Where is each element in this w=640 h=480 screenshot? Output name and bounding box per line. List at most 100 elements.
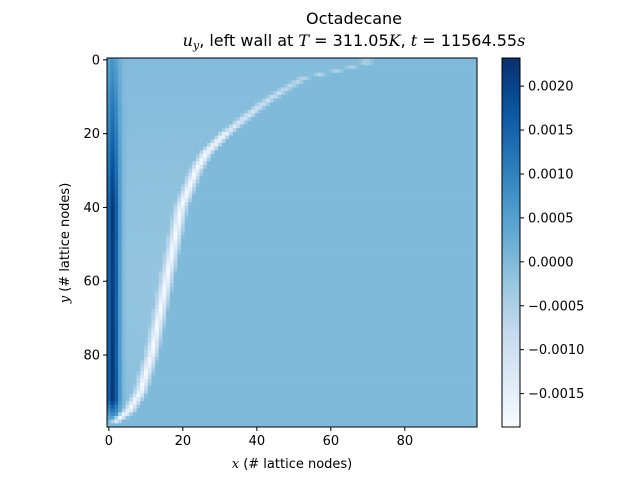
heatmap-cell xyxy=(121,80,126,85)
heatmap-cell xyxy=(340,227,345,232)
heatmap-cell xyxy=(177,94,182,99)
heatmap-cell xyxy=(473,65,478,70)
heatmap-cell xyxy=(292,61,297,66)
heatmap-cell xyxy=(166,205,171,210)
heatmap-cell xyxy=(218,65,223,70)
heatmap-cell xyxy=(458,153,463,159)
heatmap-cell xyxy=(240,212,245,218)
heatmap-cell xyxy=(336,139,341,144)
heatmap-cell xyxy=(417,69,422,74)
heatmap-cell xyxy=(391,183,396,188)
heatmap-cell xyxy=(129,216,134,221)
heatmap-cell xyxy=(155,76,160,81)
heatmap-cell xyxy=(303,231,308,236)
heatmap-cell xyxy=(214,224,219,229)
heatmap-cell xyxy=(173,157,178,162)
heatmap-cell xyxy=(469,227,474,232)
heatmap-cell xyxy=(314,120,319,125)
heatmap-cell xyxy=(155,120,160,125)
heatmap-cell xyxy=(151,58,156,63)
heatmap-cell xyxy=(162,209,167,214)
heatmap-cell xyxy=(125,150,130,155)
heatmap-cell xyxy=(251,128,256,133)
heatmap-cell xyxy=(195,176,200,181)
heatmap-cell xyxy=(317,205,322,210)
heatmap-cell xyxy=(432,183,437,188)
heatmap-cell xyxy=(451,135,456,140)
heatmap-cell xyxy=(262,65,267,70)
heatmap-cell xyxy=(314,172,319,177)
heatmap-cell xyxy=(262,109,267,114)
heatmap-cell xyxy=(273,120,278,125)
heatmap-cell xyxy=(232,76,237,81)
heatmap-cell xyxy=(192,183,197,188)
heatmap-cell xyxy=(251,109,256,114)
heatmap-cell xyxy=(158,80,163,85)
heatmap-cell xyxy=(340,153,345,159)
heatmap-cell xyxy=(218,102,223,107)
heatmap-cell xyxy=(403,183,408,188)
heatmap-cell xyxy=(451,146,456,151)
heatmap-cell xyxy=(199,231,204,236)
heatmap-cell xyxy=(110,153,115,159)
heatmap-cell xyxy=(399,83,404,88)
heatmap-cell xyxy=(310,65,315,70)
heatmap-cell xyxy=(329,205,334,210)
heatmap-cell xyxy=(406,128,411,133)
heatmap-cell xyxy=(340,194,345,199)
heatmap-cell xyxy=(380,179,385,184)
heatmap-cell xyxy=(454,194,459,199)
heatmap-cell xyxy=(243,183,248,188)
heatmap-cell xyxy=(310,153,315,159)
heatmap-cell xyxy=(314,168,319,173)
heatmap-cell xyxy=(340,205,345,210)
heatmap-cell xyxy=(125,61,130,66)
heatmap-cell xyxy=(388,72,393,77)
heatmap-cell xyxy=(232,83,237,88)
heatmap-cell xyxy=(136,69,141,74)
heatmap-cell xyxy=(225,65,230,70)
heatmap-cell xyxy=(181,87,186,92)
heatmap-cell xyxy=(391,220,396,225)
heatmap-cell xyxy=(169,94,174,99)
heatmap-cell xyxy=(258,146,263,151)
heatmap-cell xyxy=(358,94,363,99)
heatmap-cell xyxy=(362,179,367,184)
heatmap-cell xyxy=(269,98,274,103)
heatmap-cell xyxy=(266,69,271,74)
heatmap-cell xyxy=(380,205,385,210)
heatmap-cell xyxy=(343,161,348,166)
heatmap-cell xyxy=(199,131,204,136)
heatmap-cell xyxy=(451,87,456,92)
heatmap-cell xyxy=(258,179,263,184)
heatmap-cell xyxy=(321,117,326,122)
heatmap-cell xyxy=(417,183,422,188)
heatmap-cell xyxy=(214,94,219,99)
heatmap-cell xyxy=(321,165,326,170)
heatmap-cell xyxy=(121,198,126,203)
heatmap-cell xyxy=(177,153,182,159)
heatmap-cell xyxy=(377,224,382,229)
heatmap-cell xyxy=(425,157,430,162)
heatmap-cell xyxy=(299,153,304,159)
heatmap-cell xyxy=(436,201,441,206)
heatmap-cell xyxy=(451,120,456,125)
heatmap-cell xyxy=(299,109,304,114)
heatmap-cell xyxy=(347,142,352,147)
heatmap-cell xyxy=(469,102,474,107)
heatmap-cell xyxy=(362,146,367,151)
heatmap-cell xyxy=(347,172,352,177)
heatmap-cell xyxy=(210,109,215,114)
heatmap-cell xyxy=(454,94,459,99)
heatmap-cell xyxy=(118,212,123,218)
heatmap-cell xyxy=(255,209,260,214)
heatmap-cell xyxy=(295,235,300,240)
heatmap-cell xyxy=(447,139,452,144)
heatmap-cell xyxy=(403,105,408,111)
heatmap-cell xyxy=(436,216,441,221)
heatmap-cell xyxy=(399,102,404,107)
heatmap-cell xyxy=(129,205,134,210)
heatmap-cell xyxy=(362,187,367,192)
heatmap-cell xyxy=(362,87,367,92)
heatmap-cell xyxy=(314,113,319,118)
